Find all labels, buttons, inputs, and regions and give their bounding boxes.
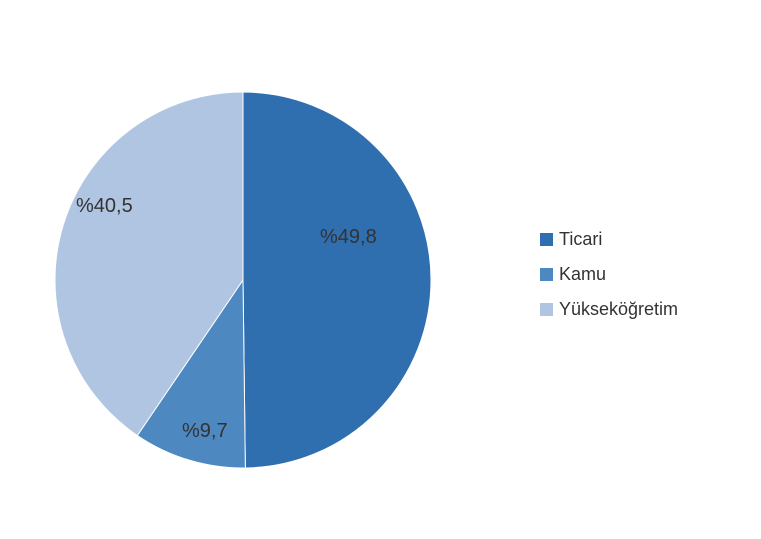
legend: Ticari Kamu Yükseköğretim	[540, 229, 678, 334]
slice-label-kamu: %9,7	[182, 420, 228, 443]
legend-item-yuksekogretim: Yükseköğretim	[540, 299, 678, 320]
legend-label-kamu: Kamu	[559, 264, 606, 285]
slice-label-ticari: %49,8	[320, 226, 377, 249]
legend-label-yuksekogretim: Yükseköğretim	[559, 299, 678, 320]
pie-chart: %49,8 %9,7 %40,5 Ticari Kamu Yükseköğretim	[0, 0, 761, 539]
legend-swatch-kamu	[540, 268, 553, 281]
legend-swatch-ticari	[540, 233, 553, 246]
legend-item-ticari: Ticari	[540, 229, 678, 250]
legend-label-ticari: Ticari	[559, 229, 602, 250]
legend-swatch-yuksekogretim	[540, 303, 553, 316]
slice-label-yuksekogretim: %40,5	[76, 195, 133, 218]
pie-slice-ticari	[243, 92, 431, 468]
legend-item-kamu: Kamu	[540, 264, 678, 285]
